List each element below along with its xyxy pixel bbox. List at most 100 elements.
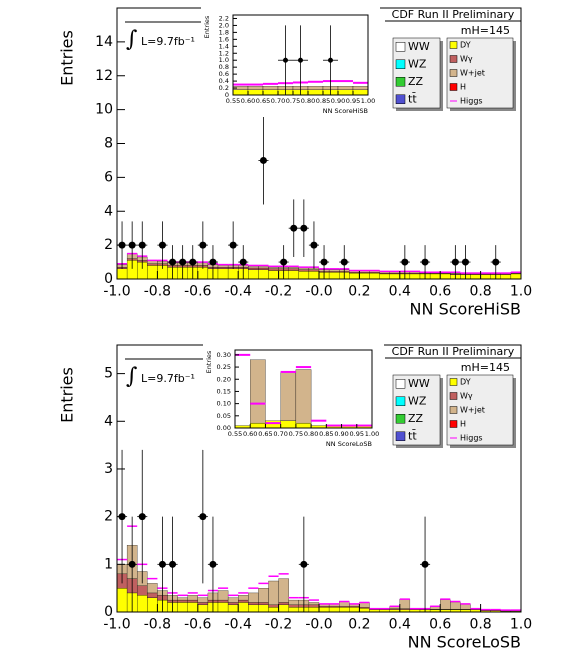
histogram-segment — [238, 599, 249, 603]
legend-label: H — [460, 83, 466, 92]
histogram-segment — [258, 267, 269, 270]
x-tick-label: 0.55 — [226, 97, 240, 105]
x-tick-label: -0.0 — [305, 617, 332, 633]
histogram-segment — [298, 269, 310, 272]
histogram-segment — [197, 266, 209, 280]
legend-label: W+jet — [460, 69, 485, 78]
histogram-segment — [308, 271, 320, 280]
x-tick-label: 0.90 — [334, 430, 348, 438]
main-panel: -1.0 -0.8 -0.6 -0.4 -0.2 -0.0 0.2 0.4 0.6 0.8 1.00… — [58, 344, 532, 652]
histogram-segment — [197, 597, 209, 603]
histogram-segment — [295, 422, 312, 429]
mass-label: mH=145 — [461, 361, 510, 374]
y-tick-label: 6 — [104, 169, 113, 185]
histogram-segment — [217, 599, 229, 603]
x-axis-label: NN ScoreHiSB — [323, 107, 368, 115]
histogram-segment — [265, 420, 281, 429]
y-tick-label: 1 — [104, 556, 113, 572]
y-tick-label: 0 — [104, 604, 113, 620]
histogram-segment — [258, 602, 269, 605]
histogram-segment — [352, 86, 369, 90]
x-tick-label: -0.6 — [184, 617, 211, 633]
x-tick-label: 0.2 — [348, 617, 370, 633]
legend-box — [446, 37, 514, 109]
data-point — [421, 560, 429, 568]
x-tick-label: 0.75 — [289, 430, 303, 438]
data-point — [199, 241, 207, 249]
y-tick-label: 8 — [104, 136, 113, 152]
data-point — [138, 513, 146, 521]
y-axis-label: Entries — [205, 350, 213, 373]
legend-label: ZZ — [408, 75, 424, 88]
histogram-segment — [187, 602, 198, 613]
histogram-segment — [379, 273, 390, 280]
x-tick-label: -0.6 — [184, 284, 211, 300]
histogram-segment — [258, 269, 269, 280]
histogram-segment — [349, 607, 360, 613]
histogram-segment — [147, 592, 158, 598]
histogram-segment — [258, 588, 269, 603]
data-point — [259, 156, 267, 164]
histogram-segment — [280, 420, 297, 429]
histogram-segment — [349, 272, 360, 280]
data-point — [492, 258, 500, 266]
histogram-segment — [177, 597, 188, 601]
x-tick-label: -0.8 — [144, 617, 171, 633]
histogram-segment — [389, 273, 400, 280]
histogram-segment — [429, 606, 441, 610]
y-tick-label: 2.2 — [219, 14, 229, 22]
y-tick-label: 1.2 — [219, 49, 229, 57]
x-tick-label: 0.95 — [346, 97, 360, 105]
x-tick-label: 0.90 — [331, 97, 345, 105]
x-tick-label: -0.4 — [225, 617, 252, 633]
data-point — [283, 57, 288, 63]
x-axis-label: NN ScoreHiSB — [410, 300, 521, 319]
legend-label: Wγ — [460, 392, 473, 401]
x-axis-label: NN ScoreLoSB — [326, 440, 372, 448]
legend-label: W+jet — [460, 406, 485, 415]
data-point — [280, 258, 288, 266]
y-tick-label: 0.10 — [217, 400, 231, 408]
histogram-segment — [359, 608, 370, 613]
histogram-segment — [399, 598, 411, 609]
y-tick-label: 14 — [95, 34, 113, 50]
y-tick-label: 2 — [104, 509, 113, 525]
y-tick-label: 2.0 — [219, 21, 229, 29]
histogram-segment — [359, 272, 370, 280]
legend-label: tt̄ — [408, 92, 417, 105]
x-axis-label: NN ScoreLoSB — [408, 633, 521, 652]
y-tick-label: 1.4 — [219, 42, 229, 50]
histogram-segment — [227, 604, 239, 613]
x-tick-label: 0.8 — [469, 617, 491, 633]
y-tick-label: 4 — [104, 413, 113, 429]
x-tick-label: 0.4 — [389, 617, 411, 633]
legend-label: WW — [408, 377, 430, 390]
legend-label: WZ — [408, 57, 427, 70]
histogram-segment — [308, 604, 320, 608]
plot-frame — [234, 349, 373, 429]
legend-swatch — [395, 396, 406, 406]
data-point — [320, 258, 328, 266]
x-tick-label: 0.80 — [304, 430, 318, 438]
histogram-segment — [280, 371, 297, 421]
histogram-segment — [238, 602, 249, 613]
y-tick-label: 0.6 — [219, 70, 229, 78]
legend-label: DY — [460, 41, 471, 50]
histogram-segment — [337, 89, 354, 96]
x-tick-label: 0.65 — [256, 97, 270, 105]
legend-swatch — [395, 94, 406, 104]
mass-label: mH=145 — [461, 24, 510, 37]
legend-label: WW — [408, 40, 430, 53]
histogram-segment — [217, 266, 229, 269]
legend-label: Wγ — [460, 55, 473, 64]
luminosity: L=9.7fb⁻¹ — [141, 372, 195, 385]
histogram-segment — [187, 599, 198, 603]
x-tick-label: 0.75 — [286, 97, 300, 105]
histogram-segment — [500, 274, 512, 280]
legend-label: DY — [460, 378, 471, 387]
histogram-segment — [268, 266, 279, 269]
legend-label: tt̄ — [408, 429, 417, 442]
histogram-segment — [248, 592, 259, 603]
main-panel: -1.0 -0.8 -0.6 -0.4 -0.2 -0.0 0.2 0.4 0.6 0.8 1.00… — [58, 7, 532, 319]
data-point — [300, 224, 308, 232]
